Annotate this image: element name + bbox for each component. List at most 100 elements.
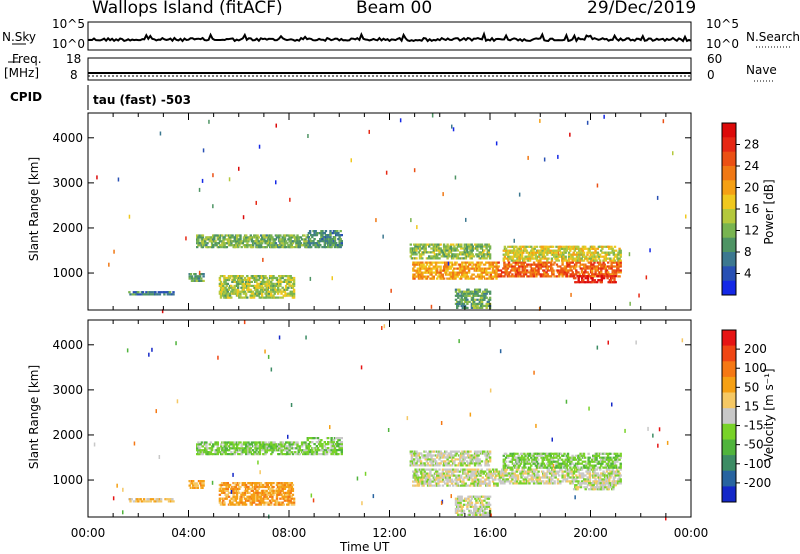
velocity-cell <box>485 507 488 510</box>
power-cell <box>219 290 223 293</box>
velocity-cell <box>305 445 308 448</box>
power-cell <box>580 257 583 260</box>
velocity-cell <box>147 500 150 503</box>
power-cell <box>416 245 419 248</box>
sky-label: N.Sky <box>2 30 37 44</box>
power-cell <box>267 282 271 285</box>
velocity-cell <box>471 470 474 473</box>
power-cell <box>235 240 239 243</box>
power-cell <box>240 246 243 249</box>
power-cell <box>619 265 622 268</box>
power-cell <box>559 253 563 256</box>
velocity-cell <box>410 450 414 453</box>
velocity-cell <box>224 489 227 492</box>
power-cell <box>156 293 159 296</box>
power-cell <box>511 255 515 258</box>
velocity-cell <box>473 470 476 473</box>
power-cell <box>247 276 250 280</box>
velocity-cell <box>288 482 291 485</box>
velocity-cell <box>454 503 458 506</box>
power-cell <box>148 291 151 294</box>
velocity-cell <box>275 487 279 490</box>
velocity-cell <box>424 482 427 485</box>
power-noise-point <box>557 251 560 256</box>
velocity-cell <box>238 487 241 490</box>
power-cell <box>254 284 257 287</box>
power-cell <box>495 269 498 272</box>
power-cell <box>310 240 313 243</box>
velocity-cell <box>330 443 333 446</box>
velocity-cell <box>508 468 512 471</box>
velocity-cell <box>499 476 503 479</box>
power-cell <box>209 238 213 241</box>
power-cell <box>231 280 234 283</box>
power-cell <box>467 290 470 293</box>
velocity-cell <box>288 493 291 496</box>
power-cell <box>518 265 521 268</box>
power-cell <box>437 245 440 248</box>
power-cell <box>539 267 543 270</box>
power-cell <box>531 271 535 274</box>
velocity-cell <box>438 472 441 475</box>
power-noise-point <box>275 180 277 185</box>
power-cell <box>571 255 574 258</box>
power-cell <box>591 277 594 280</box>
power-cell <box>466 302 469 305</box>
velocity-cell <box>441 452 445 455</box>
power-cell <box>507 273 511 276</box>
velocity-cell <box>493 484 496 487</box>
power-cell <box>279 234 282 237</box>
velocity-cell <box>480 507 484 510</box>
power-cell <box>284 240 288 243</box>
power-cell <box>236 282 240 285</box>
velocity-cell <box>473 450 477 453</box>
power-cell <box>573 267 577 270</box>
power-cell <box>569 275 572 278</box>
velocity-cell <box>249 451 252 454</box>
power-cell <box>595 255 598 258</box>
power-cell <box>210 242 214 245</box>
power-cell <box>572 275 576 278</box>
power-cell <box>274 242 278 245</box>
power-cell <box>580 269 584 272</box>
power-cell <box>235 242 239 245</box>
power-cell <box>472 277 475 280</box>
power-cell <box>236 280 240 283</box>
velocity-cell <box>431 458 434 461</box>
velocity-cell <box>456 476 459 479</box>
velocity-cell <box>264 453 267 456</box>
power-noise-point <box>159 131 162 136</box>
power-cell <box>223 288 226 291</box>
power-cell <box>460 296 463 299</box>
velocity-cell <box>278 482 281 485</box>
velocity-cell <box>462 484 465 487</box>
velocity-cell <box>515 470 519 473</box>
velocity-cell <box>315 453 319 456</box>
power-cell <box>416 261 420 264</box>
velocity-cell <box>286 451 289 454</box>
velocity-cell <box>238 503 241 506</box>
power-cell <box>201 234 205 237</box>
power-cell <box>467 267 471 270</box>
power-cell <box>431 261 434 264</box>
velocity-cell <box>431 468 434 471</box>
power-cell <box>562 253 565 256</box>
power-cell <box>270 286 273 289</box>
velocity-cell <box>288 451 291 454</box>
power-cell <box>338 242 341 245</box>
power-cell <box>502 267 505 270</box>
velocity-cell <box>262 441 265 444</box>
velocity-cell <box>243 501 247 504</box>
power-cell <box>227 278 231 282</box>
power-noise-point <box>410 218 412 223</box>
power-cell <box>226 290 229 293</box>
power-cell <box>194 273 197 276</box>
velocity-cell <box>313 437 316 440</box>
power-cell <box>254 234 257 237</box>
power-cell <box>449 247 453 250</box>
power-cell <box>491 267 495 270</box>
power-cell <box>242 238 246 241</box>
power-cell <box>260 292 264 295</box>
power-cell <box>426 271 430 274</box>
power-cell <box>609 259 612 262</box>
